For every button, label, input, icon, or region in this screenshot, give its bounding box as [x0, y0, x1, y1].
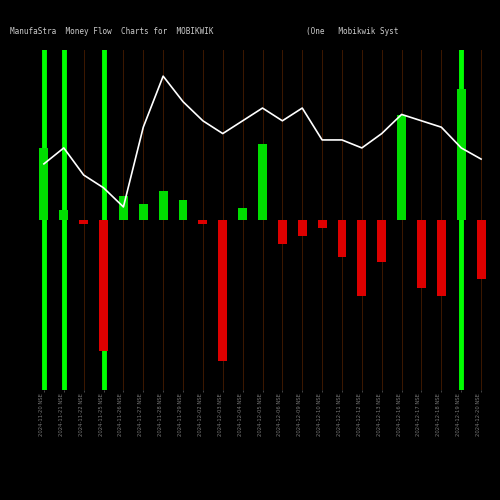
- Bar: [60, 210, 68, 220]
- Bar: [99, 220, 108, 351]
- Bar: [378, 220, 386, 262]
- Bar: [278, 220, 287, 244]
- Bar: [218, 220, 227, 361]
- Bar: [79, 220, 88, 224]
- Bar: [40, 148, 48, 220]
- Bar: [178, 200, 188, 220]
- Bar: [358, 220, 366, 296]
- Bar: [158, 191, 168, 220]
- Bar: [437, 220, 446, 296]
- Text: ManufaStra  Money Flow  Charts for  MOBIKWIK                    (One   Mobikwik : ManufaStra Money Flow Charts for MOBIKWI…: [10, 28, 398, 36]
- Bar: [476, 220, 486, 279]
- Bar: [298, 220, 306, 236]
- Bar: [397, 116, 406, 220]
- Bar: [139, 204, 147, 220]
- Bar: [238, 208, 247, 220]
- Bar: [258, 144, 267, 220]
- Bar: [318, 220, 326, 228]
- Bar: [338, 220, 346, 256]
- Bar: [198, 220, 207, 224]
- Bar: [417, 220, 426, 288]
- Bar: [119, 196, 128, 220]
- Bar: [456, 89, 466, 220]
